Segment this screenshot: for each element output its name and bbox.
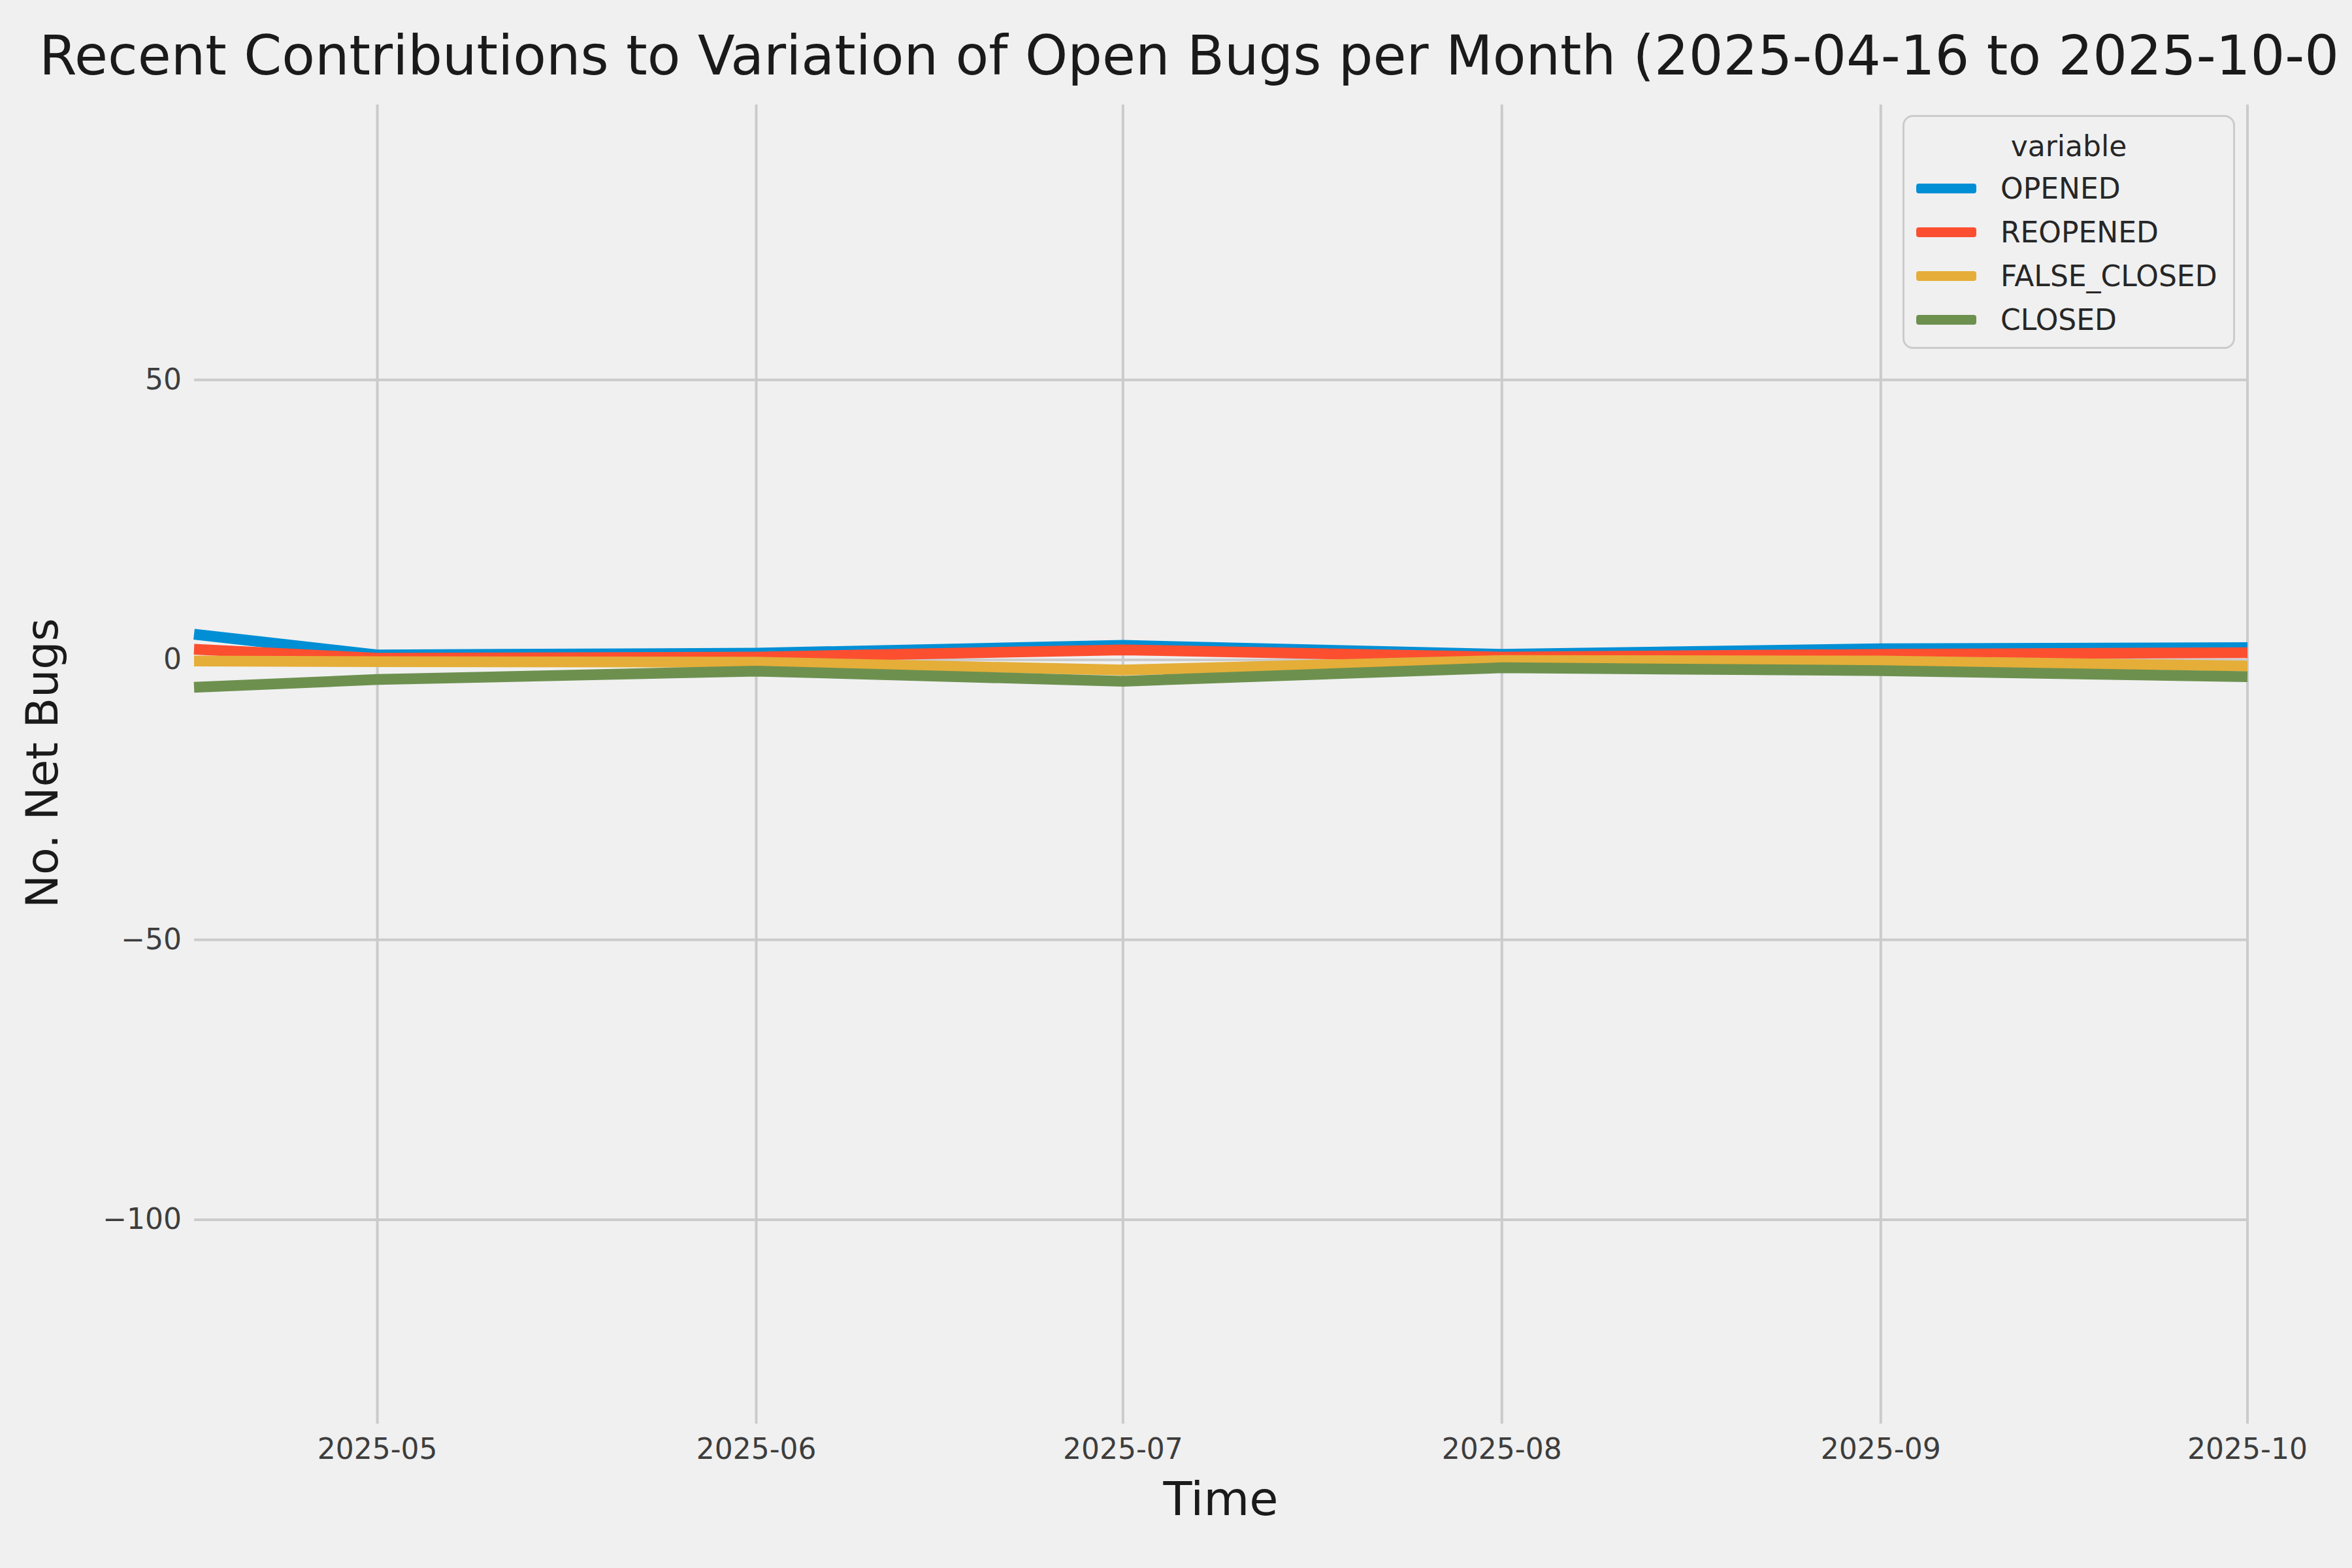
legend-entry-opened: OPENED	[1904, 167, 2233, 210]
y-axis-label: No. Net Bugs	[16, 618, 68, 908]
legend-swatch-icon	[1916, 315, 1976, 325]
y-tick-label: −50	[121, 923, 182, 956]
legend-entry-label: FALSE_CLOSED	[2001, 259, 2217, 293]
legend-entry-label: REOPENED	[2001, 216, 2159, 249]
x-tick-label: 2025-07	[1063, 1432, 1183, 1465]
y-tick-label: 0	[163, 643, 182, 676]
legend-entry-reopened: REOPENED	[1904, 210, 2233, 254]
legend-entry-label: CLOSED	[2001, 303, 2117, 336]
legend-entry-closed: CLOSED	[1904, 298, 2233, 342]
legend-swatch-icon	[1916, 184, 1976, 193]
y-tick-label: 50	[145, 363, 182, 396]
x-tick-label: 2025-06	[696, 1432, 817, 1465]
legend-title: variable	[1904, 126, 2233, 167]
legend-entries: OPENED REOPENED FALSE_CLOSED CLOSED	[1904, 167, 2233, 342]
chart-figure: Recent Contributions to Variation of Ope…	[0, 0, 2352, 1568]
legend-entry-false_closed: FALSE_CLOSED	[1904, 254, 2233, 298]
legend: variable OPENED REOPENED FALSE_CLOSED CLOSE…	[1903, 115, 2235, 349]
legend-swatch-icon	[1916, 271, 1976, 281]
chart-title: Recent Contributions to Variation of Ope…	[39, 25, 2339, 87]
x-axis-label: Time	[1163, 1471, 1278, 1526]
legend-swatch-icon	[1916, 227, 1976, 237]
y-tick-label: −100	[103, 1203, 182, 1236]
x-tick-label: 2025-05	[318, 1432, 438, 1465]
x-tick-label: 2025-08	[1442, 1432, 1562, 1465]
x-tick-label: 2025-09	[1821, 1432, 1941, 1465]
x-tick-label: 2025-10	[2187, 1432, 2308, 1465]
legend-entry-label: OPENED	[2001, 172, 2121, 205]
